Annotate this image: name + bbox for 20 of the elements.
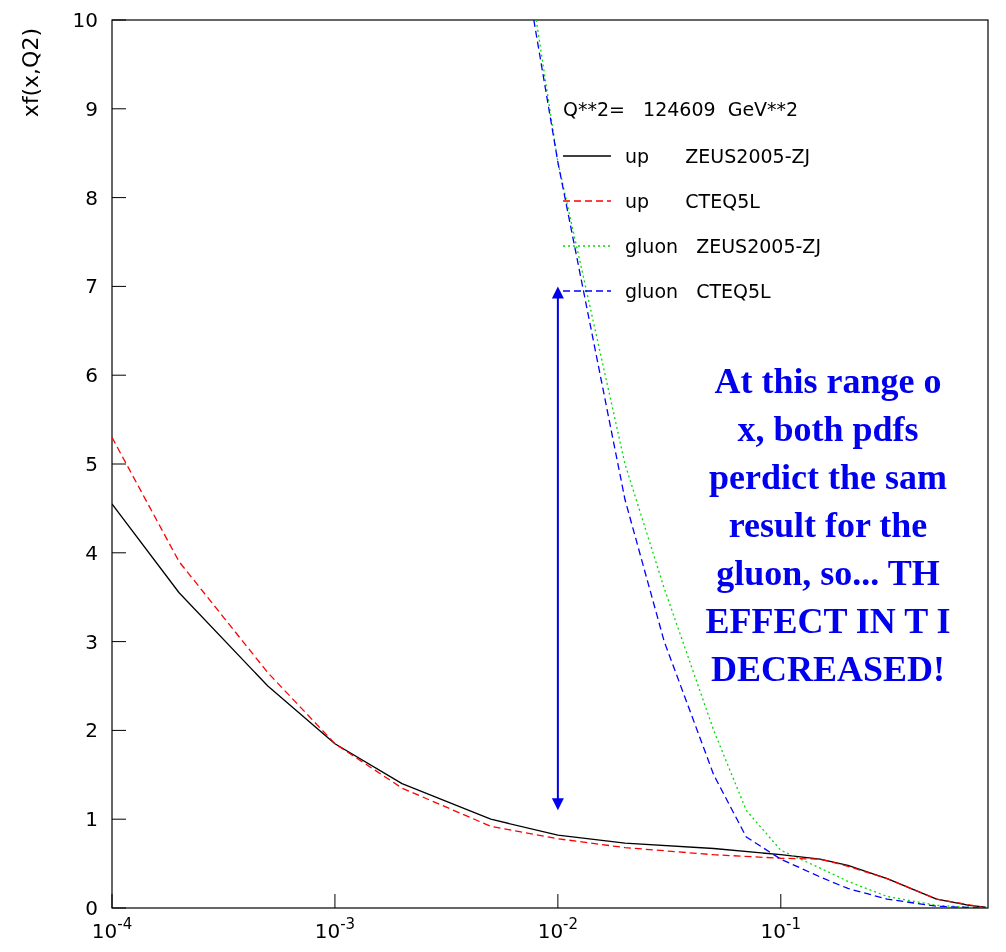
y-tick-label: 9 bbox=[85, 96, 98, 121]
y-tick-label: 7 bbox=[85, 274, 98, 299]
legend-label: gluon ZEUS2005-ZJ bbox=[625, 235, 821, 257]
legend-label: up CTEQ5L bbox=[625, 190, 761, 212]
legend-title: Q**2= 124609 GeV**2 bbox=[563, 98, 799, 120]
y-tick-label: 1 bbox=[85, 807, 98, 832]
y-tick-label: 8 bbox=[85, 185, 98, 210]
legend-label: gluon CTEQ5L bbox=[625, 280, 772, 302]
y-tick-label: 4 bbox=[85, 540, 98, 565]
annotation: At this range o x, both pdfs perdict the sam result for the gluon, so... TH EFFECT IN T I DECREASED! bbox=[705, 361, 951, 689]
y-tick-label: 5 bbox=[85, 452, 98, 476]
y-axis-title: xf(x,Q2) bbox=[18, 28, 43, 118]
y-tick-label: 10 bbox=[72, 8, 98, 32]
y-tick-label: 2 bbox=[85, 718, 98, 743]
y-tick-label: 6 bbox=[85, 363, 98, 388]
x-tick-label: 10$^{-3}$ bbox=[314, 915, 356, 943]
x-tick-label: 10$^{-2}$ bbox=[537, 915, 579, 943]
legend-label: up ZEUS2005-ZJ bbox=[625, 145, 811, 167]
x-tick-label: 10$^{-1}$ bbox=[760, 915, 802, 943]
y-tick-label: 3 bbox=[85, 629, 98, 654]
